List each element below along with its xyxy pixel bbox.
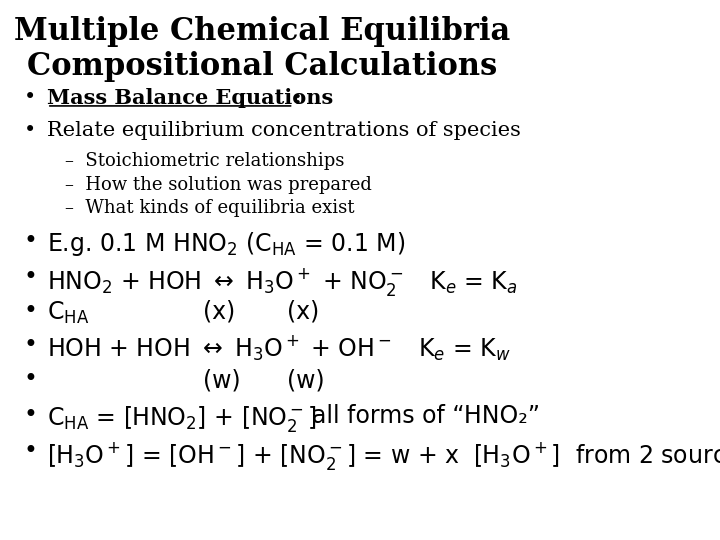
Text: Multiple Chemical Equilibria: Multiple Chemical Equilibria [14, 16, 510, 47]
Text: •: • [24, 266, 37, 289]
Text: •: • [24, 368, 37, 392]
Text: –  What kinds of equilibria exist: – What kinds of equilibria exist [65, 199, 354, 218]
Text: (w): (w) [202, 368, 240, 393]
Text: (x): (x) [202, 300, 235, 324]
Text: (x): (x) [287, 300, 320, 324]
Text: •: • [24, 334, 37, 357]
Text: :: : [294, 88, 301, 109]
Text: (w): (w) [287, 368, 325, 393]
Text: E.g. 0.1 M HNO$_2$ (C$_\mathrm{HA}$ = 0.1 M): E.g. 0.1 M HNO$_2$ (C$_\mathrm{HA}$ = 0.… [47, 231, 405, 259]
Text: •: • [24, 88, 36, 107]
Text: HNO$_2$ + HOH $\leftrightarrow$ H$_3$O$^+$ + NO$_2^-$   K$_e$ = K$_a$: HNO$_2$ + HOH $\leftrightarrow$ H$_3$O$^… [47, 266, 518, 298]
Text: •: • [24, 440, 37, 463]
Text: Compositional Calculations: Compositional Calculations [27, 51, 498, 82]
Text: all forms of “HNO₂”: all forms of “HNO₂” [312, 403, 540, 428]
Text: Relate equilibrium concentrations of species: Relate equilibrium concentrations of spe… [47, 122, 521, 140]
Text: [H$_3$O$^+$] = [OH$^-$] + [NO$_2^-$] = w + x  [H$_3$O$^+$]  from 2 sources: [H$_3$O$^+$] = [OH$^-$] + [NO$_2^-$] = w… [47, 440, 720, 472]
Text: •: • [24, 403, 37, 427]
Text: –  Stoichiometric relationships: – Stoichiometric relationships [65, 152, 344, 171]
Text: •: • [24, 231, 37, 253]
Text: C$_\mathrm{HA}$ = [HNO$_2$] + [NO$_2^-$]: C$_\mathrm{HA}$ = [HNO$_2$] + [NO$_2^-$] [47, 403, 317, 434]
Text: •: • [24, 300, 37, 323]
Text: •: • [24, 122, 36, 140]
Text: –  How the solution was prepared: – How the solution was prepared [65, 176, 372, 194]
Text: HOH + HOH $\leftrightarrow$ H$_3$O$^+$ + OH$^-$   K$_e$ = K$_w$: HOH + HOH $\leftrightarrow$ H$_3$O$^+$ +… [47, 334, 510, 363]
Text: Mass Balance Equations: Mass Balance Equations [47, 88, 333, 109]
Text: C$_\mathrm{HA}$: C$_\mathrm{HA}$ [47, 300, 89, 326]
